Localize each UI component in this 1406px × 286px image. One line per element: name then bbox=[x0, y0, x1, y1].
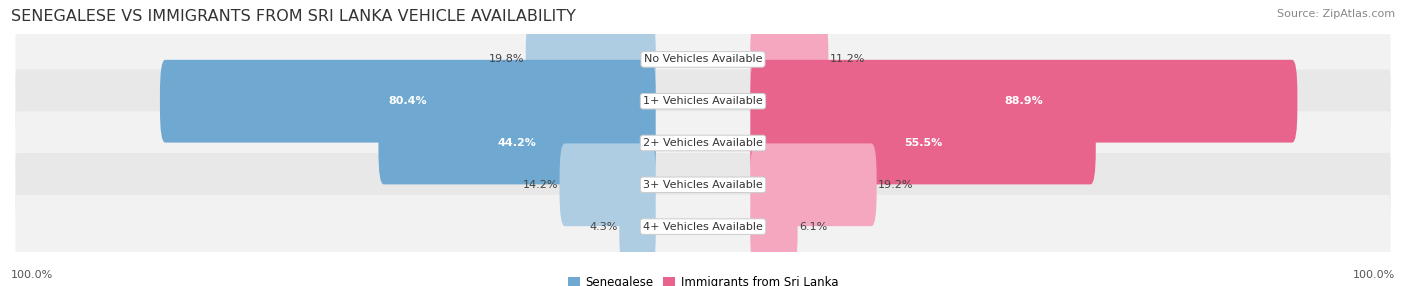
Text: 100.0%: 100.0% bbox=[1353, 270, 1395, 280]
FancyBboxPatch shape bbox=[751, 102, 1095, 184]
Text: 88.9%: 88.9% bbox=[1004, 96, 1043, 106]
Text: 19.8%: 19.8% bbox=[489, 54, 524, 64]
FancyBboxPatch shape bbox=[378, 102, 655, 184]
Text: 55.5%: 55.5% bbox=[904, 138, 942, 148]
Text: 19.2%: 19.2% bbox=[877, 180, 914, 190]
Text: 6.1%: 6.1% bbox=[799, 222, 827, 232]
Legend: Senegalese, Immigrants from Sri Lanka: Senegalese, Immigrants from Sri Lanka bbox=[562, 271, 844, 286]
Text: No Vehicles Available: No Vehicles Available bbox=[644, 54, 762, 64]
FancyBboxPatch shape bbox=[560, 143, 655, 226]
FancyBboxPatch shape bbox=[751, 60, 1298, 143]
Text: 3+ Vehicles Available: 3+ Vehicles Available bbox=[643, 180, 763, 190]
Text: 100.0%: 100.0% bbox=[11, 270, 53, 280]
Text: 44.2%: 44.2% bbox=[498, 138, 537, 148]
Text: 4.3%: 4.3% bbox=[589, 222, 619, 232]
Text: 1+ Vehicles Available: 1+ Vehicles Available bbox=[643, 96, 763, 106]
FancyBboxPatch shape bbox=[160, 60, 655, 143]
FancyBboxPatch shape bbox=[15, 195, 1391, 258]
Text: Source: ZipAtlas.com: Source: ZipAtlas.com bbox=[1277, 9, 1395, 19]
FancyBboxPatch shape bbox=[15, 111, 1391, 175]
FancyBboxPatch shape bbox=[751, 185, 797, 268]
FancyBboxPatch shape bbox=[751, 18, 828, 101]
Text: 2+ Vehicles Available: 2+ Vehicles Available bbox=[643, 138, 763, 148]
Text: 14.2%: 14.2% bbox=[523, 180, 558, 190]
FancyBboxPatch shape bbox=[15, 69, 1391, 133]
FancyBboxPatch shape bbox=[619, 185, 655, 268]
FancyBboxPatch shape bbox=[15, 153, 1391, 217]
FancyBboxPatch shape bbox=[526, 18, 655, 101]
FancyBboxPatch shape bbox=[751, 143, 876, 226]
Text: 11.2%: 11.2% bbox=[830, 54, 865, 64]
Text: 80.4%: 80.4% bbox=[388, 96, 427, 106]
Text: SENEGALESE VS IMMIGRANTS FROM SRI LANKA VEHICLE AVAILABILITY: SENEGALESE VS IMMIGRANTS FROM SRI LANKA … bbox=[11, 9, 576, 23]
FancyBboxPatch shape bbox=[15, 28, 1391, 91]
Text: 4+ Vehicles Available: 4+ Vehicles Available bbox=[643, 222, 763, 232]
